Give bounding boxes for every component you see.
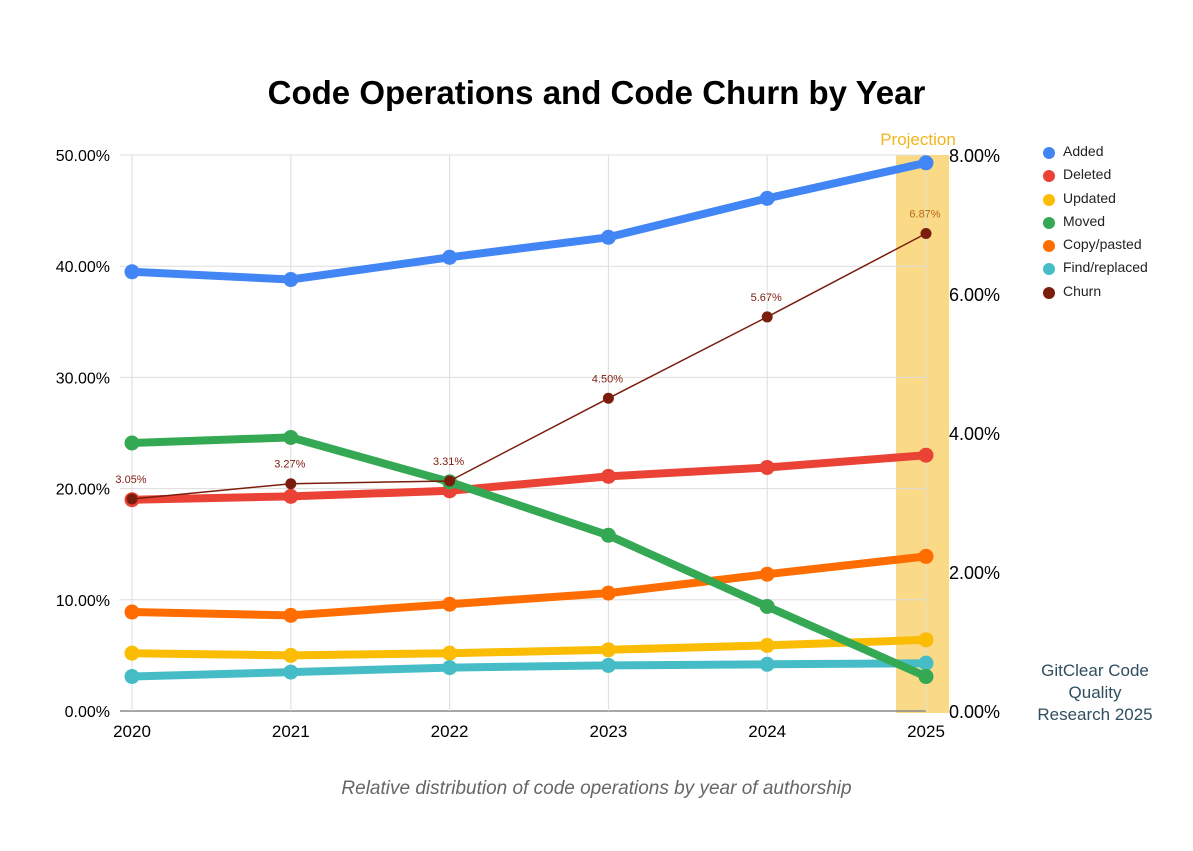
projection-label: Projection: [880, 130, 956, 149]
data-point-updated: [124, 645, 140, 661]
data-point-deleted: [918, 447, 934, 463]
x-tick-label: 2025: [907, 722, 945, 741]
data-point-deleted: [600, 468, 616, 484]
legend-swatch: [1043, 147, 1055, 159]
y-right-tick-label: 0.00%: [949, 702, 1000, 722]
legend-swatch: [1043, 286, 1055, 299]
legend-swatch: [1043, 240, 1055, 253]
data-point-moved: [600, 527, 616, 543]
data-point-find-replaced: [600, 657, 616, 673]
data-point-copy-pasted: [442, 596, 458, 612]
legend-label: Deleted: [1063, 166, 1112, 183]
data-point-churn: [285, 478, 297, 490]
series-line-copy-pasted: [128, 552, 930, 620]
x-tick-label: 2021: [272, 722, 310, 741]
data-point-updated: [442, 645, 458, 661]
data-point-added: [759, 190, 775, 206]
data-point-churn: [126, 493, 138, 505]
x-tick-label: 2020: [113, 722, 151, 741]
legend-label: Updated: [1063, 189, 1116, 206]
credit-text: GitClear Code Quality Research 2025: [1037, 661, 1153, 724]
data-point-churn: [602, 392, 614, 404]
data-point-updated: [283, 647, 299, 663]
data-point-find-replaced: [759, 656, 775, 672]
data-point-deleted: [283, 488, 299, 504]
series-line-moved: [128, 433, 930, 681]
data-point-churn: [920, 228, 932, 240]
data-label-churn: 5.67%: [751, 292, 782, 304]
data-point-added: [442, 249, 458, 265]
data-label-churn: 6.87%: [909, 209, 940, 221]
series-line-churn: [131, 232, 927, 500]
series-line-find-replaced: [128, 659, 930, 681]
data-point-copy-pasted: [918, 548, 934, 564]
data-label-churn: 4.50%: [592, 373, 623, 385]
data-point-added: [600, 229, 616, 245]
legend-label: Churn: [1063, 282, 1102, 299]
legend-label: Moved: [1063, 212, 1106, 229]
chart-caption: Relative distribution of code operations…: [341, 778, 852, 799]
y-left-tick-label: 0.00%: [65, 704, 110, 721]
series-line-updated: [128, 635, 930, 660]
data-point-find-replaced: [283, 664, 299, 680]
data-point-moved: [283, 429, 299, 445]
legend-label: Added: [1063, 143, 1104, 159]
legend-label: Find/replaced: [1063, 259, 1148, 276]
data-point-copy-pasted: [759, 566, 775, 582]
x-tick-label: 2023: [589, 722, 627, 741]
data-label-churn: 3.31%: [433, 456, 464, 468]
data-point-updated: [918, 632, 934, 648]
data-point-find-replaced: [124, 669, 140, 685]
data-point-churn: [444, 475, 456, 487]
projection-band: [896, 155, 949, 713]
data-point-moved: [124, 435, 140, 451]
data-point-added: [283, 272, 299, 288]
y-right-tick-label: 8.00%: [949, 146, 1000, 166]
y-left-tick-label: 40.00%: [56, 259, 110, 276]
series-line-added: [128, 158, 930, 284]
y-right-tick-label: 6.00%: [949, 285, 1000, 305]
y-right-tick-label: 4.00%: [949, 424, 1000, 444]
data-point-updated: [600, 642, 616, 658]
x-tick-label: 2024: [748, 722, 786, 741]
data-point-moved: [918, 669, 934, 685]
legend-swatch: [1043, 263, 1055, 276]
data-point-churn: [761, 311, 773, 323]
y-left-tick-label: 30.00%: [56, 370, 110, 387]
data-point-moved: [759, 598, 775, 614]
data-point-updated: [759, 637, 775, 653]
data-label-churn: 3.27%: [274, 459, 305, 471]
y-right-tick-label: 2.00%: [949, 563, 1000, 583]
series-line-deleted: [128, 451, 930, 504]
legend-swatch: [1043, 193, 1055, 206]
data-point-copy-pasted: [600, 585, 616, 601]
legend-swatch: [1043, 170, 1055, 183]
y-left-tick-label: 20.00%: [56, 482, 110, 499]
data-point-find-replaced: [442, 660, 458, 676]
data-point-added: [918, 155, 934, 171]
data-point-added: [124, 264, 140, 280]
y-left-tick-label: 50.00%: [56, 148, 110, 165]
y-left-tick-label: 10.00%: [56, 593, 110, 610]
x-tick-label: 2022: [431, 722, 469, 741]
data-label-churn: 3.05%: [115, 474, 146, 486]
data-point-find-replaced: [918, 655, 934, 671]
data-point-copy-pasted: [283, 607, 299, 623]
legend-swatch: [1043, 216, 1055, 229]
data-point-deleted: [759, 459, 775, 475]
chart-title: Code Operations and Code Churn by Year: [267, 74, 926, 111]
legend-label: Copy/pasted: [1063, 236, 1142, 253]
data-point-copy-pasted: [124, 604, 140, 620]
